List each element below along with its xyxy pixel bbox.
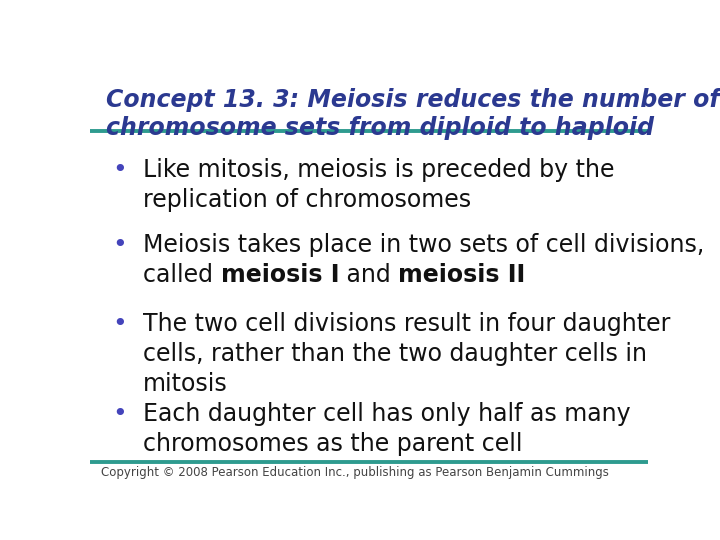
- Text: Meiosis takes place in two sets of cell divisions,: Meiosis takes place in two sets of cell …: [143, 233, 704, 257]
- Text: and: and: [339, 263, 398, 287]
- Text: chromosomes as the parent cell: chromosomes as the parent cell: [143, 431, 523, 456]
- Text: called: called: [143, 263, 220, 287]
- Text: cells, rather than the two daughter cells in: cells, rather than the two daughter cell…: [143, 342, 647, 366]
- Text: •: •: [112, 402, 127, 426]
- Text: •: •: [112, 158, 127, 183]
- Text: Each daughter cell has only half as many: Each daughter cell has only half as many: [143, 402, 631, 426]
- Text: Concept 13. 3: Meiosis reduces the number of: Concept 13. 3: Meiosis reduces the numbe…: [106, 87, 719, 112]
- Text: Like mitosis, meiosis is preceded by the: Like mitosis, meiosis is preceded by the: [143, 158, 614, 183]
- Text: Copyright © 2008 Pearson Education Inc., publishing as Pearson Benjamin Cummings: Copyright © 2008 Pearson Education Inc.,…: [101, 465, 609, 478]
- Text: •: •: [112, 233, 127, 257]
- Text: meiosis II: meiosis II: [398, 263, 526, 287]
- Text: replication of chromosomes: replication of chromosomes: [143, 188, 471, 212]
- Text: mitosis: mitosis: [143, 372, 228, 396]
- Text: chromosome sets from diploid to haploid: chromosome sets from diploid to haploid: [106, 116, 654, 140]
- Text: The two cell divisions result in four daughter: The two cell divisions result in four da…: [143, 312, 670, 336]
- Text: meiosis I: meiosis I: [220, 263, 339, 287]
- Text: •: •: [112, 312, 127, 336]
